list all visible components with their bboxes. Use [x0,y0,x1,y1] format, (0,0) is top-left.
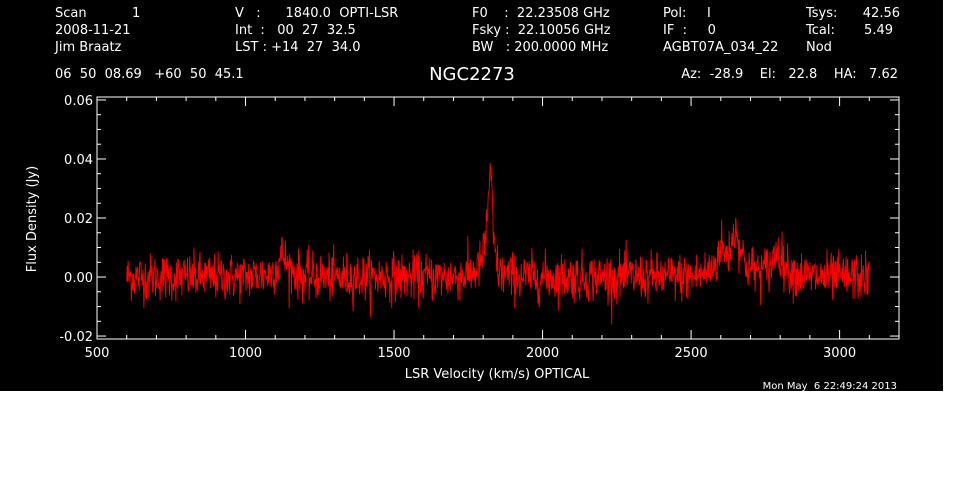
y-tick-label: 0.02 [64,212,93,227]
y-tick-label: 0.06 [64,94,93,109]
az-el-ha-text: Az: -28.9 El: 22.8 HA: 7.62 [681,67,898,82]
velocity-text: V : 1840.0 OPTI-LSR [235,6,398,21]
rest-frequency-text: F0 : 22.23508 GHz [472,6,610,21]
if-text: IF : 0 [663,23,716,38]
date-text: 2008-11-21 [55,23,131,38]
spectrum-line-0 [126,162,870,325]
x-tick-label: 1500 [377,346,410,361]
project-text: AGBT07A_034_22 [663,40,778,55]
timestamp-text: Mon May 6 22:49:24 2013 [763,381,897,391]
mode-label: Nod [806,40,832,55]
x-tick-label: 2500 [675,346,708,361]
plot-frame [96,96,900,340]
lst-text: LST : +14 27 34.0 [235,40,361,55]
integration-text: Int : 00 27 32.5 [235,23,356,38]
source-title: NGC2273 [429,64,515,85]
tcal-label: Tcal: [805,23,835,38]
y-tick-label: 0.04 [64,153,93,168]
x-axis-label: LSR Velocity (km/s) OPTICAL [405,367,590,382]
plot-panel: Scan 1 2008-11-21 Jim Braatz V : 1840.0 … [0,0,943,391]
chart-axes: 500 1000 1500 2000 2500 3000 -0.02 0.00 0.02 0.04… [59,94,900,361]
y-tick-label: -0.02 [59,330,93,345]
scan-text: Scan 1 [55,6,140,21]
y-axis-label: Flux Density (Jy) [25,166,40,272]
observation-header: Scan 1 2008-11-21 Jim Braatz V : 1840.0 … [54,6,900,85]
x-tick-label: 1000 [229,346,262,361]
spectrum-chart: Scan 1 2008-11-21 Jim Braatz V : 1840.0 … [25,6,900,391]
polarization-text: Pol: I [663,6,711,21]
y-tick-label: 0.00 [64,271,93,286]
bandwidth-text: BW : 200.0000 MHz [472,40,608,55]
sky-frequency-text: Fsky : 22.10056 GHz [472,23,611,38]
tcal-value: 5.49 [864,23,893,38]
tsys-value: 42.56 [863,6,900,21]
chart-series [126,162,870,325]
x-tick-label: 500 [85,346,110,361]
coordinates-text: 06 50 08.69 +60 50 45.1 [55,67,244,82]
x-tick-label: 2000 [526,346,559,361]
observer-text: Jim Braatz [54,40,122,55]
tsys-label: Tsys: [805,6,837,21]
x-tick-label: 3000 [823,346,856,361]
